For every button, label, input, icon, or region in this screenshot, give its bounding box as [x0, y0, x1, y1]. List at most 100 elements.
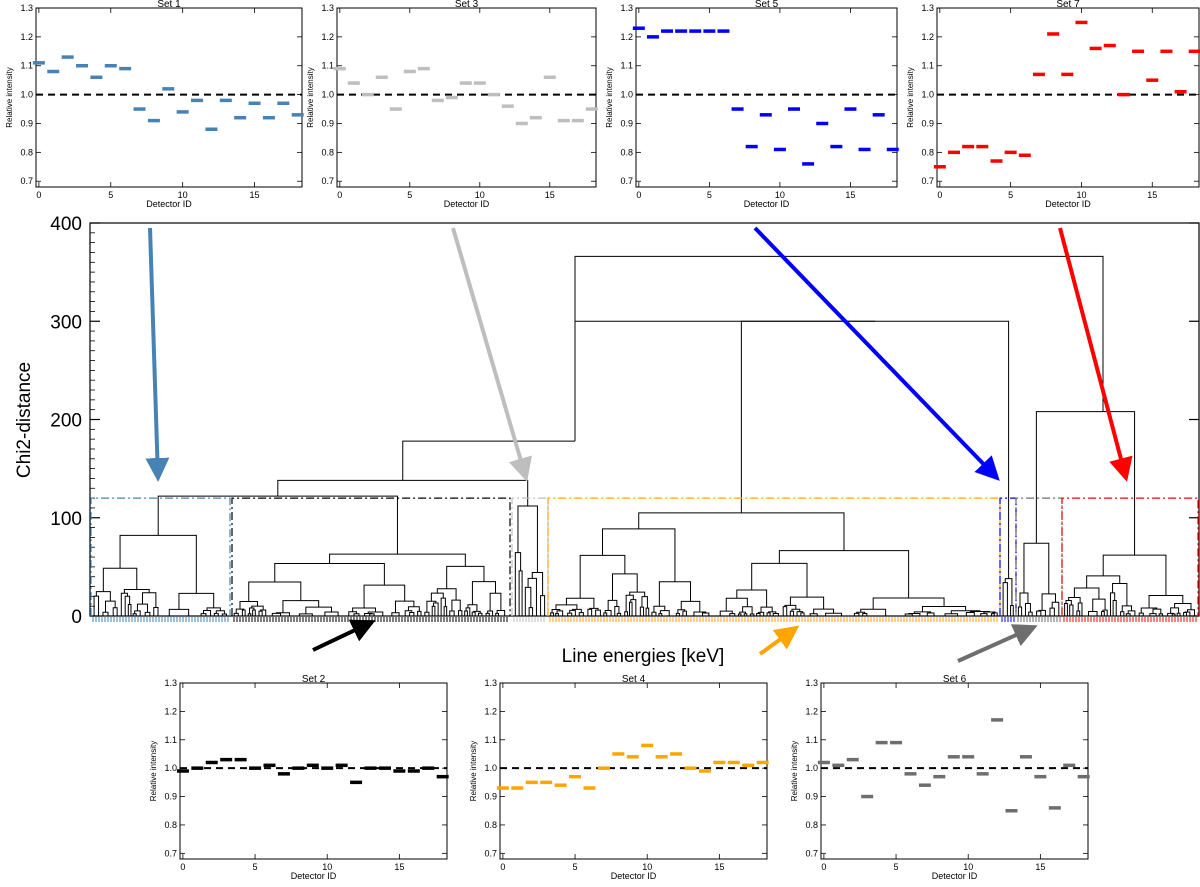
- y-tick-label: 0.9: [484, 792, 497, 802]
- dendro-link: [443, 606, 448, 616]
- panel-set-3: Set 3 0.7 0.8 0.9 1.0 1.1 1.2 1.3 0 5 10 15 Detector…: [306, 0, 598, 209]
- dendro-link: [258, 610, 263, 616]
- y-tick-label: 1.2: [620, 32, 633, 42]
- dendro-link: [168, 608, 190, 616]
- panel-ylabel: Relative intensity: [605, 67, 614, 127]
- arrow-set1: [145, 227, 170, 482]
- dendro-link: [645, 607, 650, 616]
- x-tick-label: 0: [937, 190, 942, 200]
- y-tick-label: 1.3: [805, 678, 818, 688]
- dendro-link: [1120, 611, 1125, 616]
- y-tick-label: 1.3: [164, 678, 177, 688]
- y-tick-label: 0.7: [164, 848, 177, 858]
- detector-panels: Set 1 0.7 0.8 0.9 1.0 1.1 1.2 1.3 0 5 10 15 Detector…: [5, 0, 1200, 881]
- panel-frame: [35, 7, 303, 188]
- dendro-link: [248, 581, 302, 602]
- dendro-link: [628, 601, 633, 616]
- dendro-link: [565, 597, 595, 609]
- y-tick-label: 0.9: [921, 118, 934, 128]
- panel-ylabel: Relative intensity: [306, 67, 315, 127]
- dendro-link: [796, 611, 803, 616]
- panel-title: Set 5: [755, 0, 779, 10]
- dendro-link: [433, 602, 439, 616]
- dendro-y-tick-label: 300: [50, 312, 82, 333]
- dendro-link: [1088, 610, 1098, 616]
- y-tick-label: 1.1: [164, 735, 177, 745]
- dendro-link: [1051, 601, 1060, 616]
- dendro-link: [574, 255, 1104, 412]
- dendro-link: [658, 581, 692, 607]
- y-tick-label: 1.1: [20, 61, 33, 71]
- panel-xlabel: Detector ID: [611, 871, 657, 881]
- dendro-link: [579, 554, 626, 599]
- x-tick-label: 0: [36, 190, 41, 200]
- x-tick-label: 5: [407, 190, 412, 200]
- panel-set-1: Set 1 0.7 0.8 0.9 1.0 1.1 1.2 1.3 0 5 10 15 Detector…: [5, 0, 304, 209]
- panel-set-7: Set 7 0.7 0.8 0.9 1.0 1.1 1.2 1.3 0 5 10 15 Detector…: [906, 0, 1200, 209]
- x-tick-label: 10: [178, 190, 188, 200]
- dendro-link: [431, 605, 436, 616]
- dendro-link: [1069, 604, 1074, 616]
- dendro-link: [1076, 610, 1081, 616]
- y-tick-label: 1.1: [620, 61, 633, 71]
- dendro-link: [153, 607, 159, 616]
- panel-xlabel: Detector ID: [444, 199, 490, 209]
- panel-set-5: Set 5 0.7 0.8 0.9 1.0 1.1 1.2 1.3 0 5 10 15 Detector…: [605, 0, 899, 209]
- dendro-link: [458, 610, 463, 616]
- y-tick-label: 0.9: [321, 118, 334, 128]
- panel-title: Set 2: [302, 674, 326, 685]
- panel-ylabel: Relative intensity: [149, 741, 158, 801]
- y-tick-label: 1.0: [620, 90, 633, 100]
- y-tick-label: 1.0: [20, 90, 33, 100]
- dendro-link: [638, 512, 845, 551]
- dendro-link: [105, 600, 116, 613]
- dendro-link: [249, 607, 255, 614]
- y-tick-label: 0.8: [921, 147, 934, 157]
- x-tick-label: 5: [253, 862, 258, 872]
- dendro-link: [778, 550, 910, 599]
- arrow-set2: [312, 619, 376, 652]
- y-tick-label: 0.9: [164, 792, 177, 802]
- x-tick-label: 15: [394, 862, 404, 872]
- dendro-link: [1019, 592, 1029, 607]
- arrow-set3: [451, 227, 532, 482]
- y-tick-label: 1.3: [620, 3, 633, 13]
- dendro-link: [514, 552, 522, 616]
- panel-ylabel: Relative intensity: [469, 741, 478, 801]
- x-tick-label: 5: [573, 862, 578, 872]
- dendro-link: [1148, 595, 1184, 609]
- dendro-link: [449, 610, 455, 616]
- panel-ylabel: Relative intensity: [790, 741, 799, 801]
- panel-ylabel: Relative intensity: [5, 67, 14, 127]
- dendro-link: [124, 595, 131, 616]
- dendro-link: [1036, 610, 1042, 616]
- arrow-set5: [753, 226, 1000, 481]
- x-tick-label: 5: [707, 190, 712, 200]
- x-tick-label: 10: [775, 190, 785, 200]
- panel-xlabel: Detector ID: [932, 871, 978, 881]
- dendro-link: [1186, 609, 1196, 616]
- y-tick-label: 1.2: [164, 706, 177, 716]
- dendrogram-panel: Chi2-distance Line energies [keV] 0 100 20…: [14, 214, 1200, 667]
- y-tick-label: 0.7: [20, 176, 33, 186]
- dendrogram-ylabel: Chi2-distance: [14, 362, 35, 478]
- arrow-set4: [758, 625, 800, 656]
- panel-xlabel: Detector ID: [1045, 199, 1091, 209]
- dendro-link: [518, 570, 523, 616]
- dendro-link: [489, 592, 502, 612]
- panel-title: Set 4: [622, 674, 646, 685]
- dendro-link: [1101, 610, 1105, 616]
- x-tick-label: 10: [642, 862, 652, 872]
- dendrogram-xlabel: Line energies [keV]: [562, 646, 725, 667]
- panel-xlabel: Detector ID: [146, 199, 192, 209]
- dendro-y-tick-label: 400: [50, 214, 82, 235]
- panel-frame: [179, 682, 448, 860]
- dendro-link: [1023, 542, 1050, 594]
- x-tick-label: 15: [1035, 862, 1045, 872]
- y-tick-label: 0.9: [805, 792, 818, 802]
- dendro-link: [465, 607, 471, 616]
- cluster-cut-box: [90, 497, 231, 616]
- y-tick-label: 0.7: [484, 848, 497, 858]
